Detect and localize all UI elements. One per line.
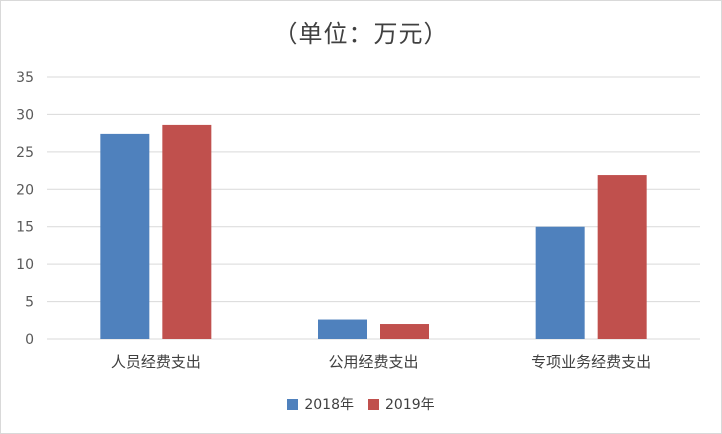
legend-swatch-2019 xyxy=(368,398,379,410)
legend-label-2018: 2018年 xyxy=(304,397,354,413)
legend-swatch-2018 xyxy=(287,398,299,410)
bar-1-series-2 xyxy=(162,124,212,339)
bar-3-series-2 xyxy=(597,175,647,339)
legend: 2018年 2019年 xyxy=(0,394,722,414)
legend-item-2019: 2019年 xyxy=(368,394,435,414)
x-category-label-3: 专项业务经费支出 xyxy=(531,353,651,371)
x-category-label-1: 人员经费支出 xyxy=(111,353,201,371)
bar-2-series-1 xyxy=(318,319,367,339)
y-tick-label-35: 35 xyxy=(16,70,34,86)
bar-1-series-1 xyxy=(100,133,150,339)
bar-3-series-1 xyxy=(535,226,585,339)
chart-title: （单位：万元） xyxy=(273,20,449,48)
legend-item-2018: 2018年 xyxy=(287,394,354,414)
x-category-label-2: 公用经费支出 xyxy=(328,353,418,371)
legend-label-2019: 2019年 xyxy=(385,397,435,413)
y-tick-label-25: 25 xyxy=(16,145,34,161)
y-tick-label-10: 10 xyxy=(16,257,34,273)
y-tick-label-20: 20 xyxy=(16,182,34,198)
y-tick-label-30: 30 xyxy=(16,107,34,123)
y-tick-label-0: 0 xyxy=(25,332,34,348)
y-tick-label-15: 15 xyxy=(16,220,34,236)
y-tick-label-5: 5 xyxy=(25,295,34,311)
bar-2-series-2 xyxy=(380,324,429,339)
